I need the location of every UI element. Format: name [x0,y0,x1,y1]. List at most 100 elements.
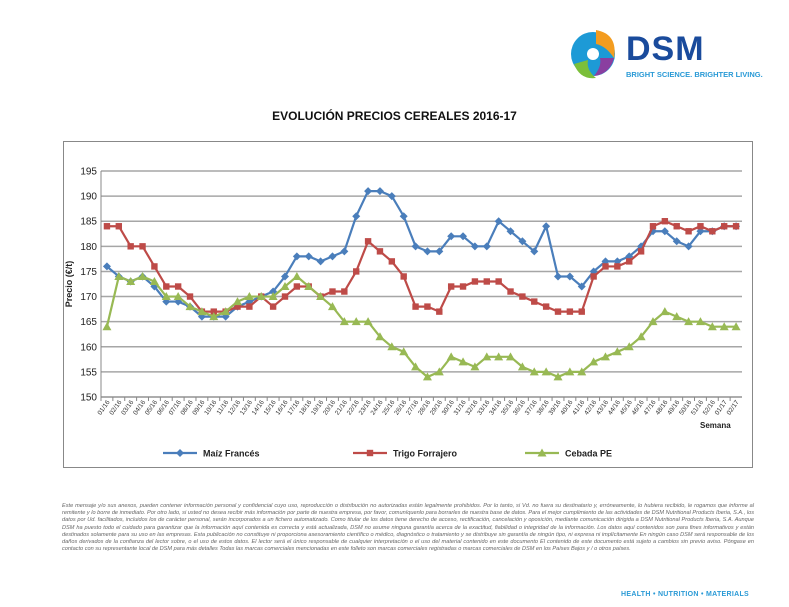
data-point-diamond [304,252,313,261]
data-point-triangle [695,317,705,326]
data-point-diamond [364,187,373,196]
data-point-triangle [537,448,547,457]
series-line-cebada-pe [105,274,737,379]
data-point-square [186,293,194,300]
data-point-diamond [684,242,693,251]
data-point-diamond [565,272,574,281]
data-point-diamond [423,247,432,256]
data-point-diamond [554,272,563,281]
data-point-diamond [399,212,408,221]
data-point-triangle [339,317,349,326]
data-point-triangle [553,372,563,381]
line-chart: 15015516016517017518018519019501/1602/16… [64,167,742,459]
data-point-square [661,218,669,225]
data-point-diamond [648,227,657,236]
data-point-triangle [494,352,504,361]
data-point-square [293,283,301,290]
data-point-triangle [280,282,290,291]
data-point-triangle [114,271,124,280]
data-point-triangle [375,332,385,341]
dsm-logo: DSM BRIGHT SCIENCE. BRIGHTER LIVING. [566,24,763,84]
data-point-square [246,303,253,310]
data-point-square [519,293,526,300]
chart-title: EVOLUCIÓN PRECIOS CEREALES 2016-17 [272,109,517,123]
data-point-square [614,263,621,270]
data-point-triangle [221,307,231,316]
footer-slogan: HEALTH • NUTRITION • MATERIALS [621,591,749,598]
data-point-square [127,243,134,250]
data-point-square [531,298,538,305]
y-axis-label: Precio (€/t) [64,261,74,308]
legend-label-trigo-forrajero: Trigo Forrajero [393,449,458,459]
data-point-square [400,273,407,280]
data-point-square [732,223,740,230]
data-point-square [412,303,419,310]
data-point-triangle [482,352,492,361]
data-point-triangle [636,332,646,341]
data-point-triangle [209,312,219,321]
data-point-square [649,223,657,230]
data-point-square [720,223,728,230]
data-point-triangle [600,352,610,361]
data-point-diamond [292,252,301,261]
chart-frame [63,141,753,468]
data-point-diamond [482,242,491,251]
data-point-triangle [102,322,112,331]
data-point-diamond [518,237,527,246]
data-point-triangle [470,362,480,371]
data-point-square [341,288,348,295]
y-tick-label: 150 [80,393,97,404]
data-point-square [483,278,490,285]
data-point-square [174,283,182,290]
data-point-triangle [363,317,373,326]
data-point-diamond [506,227,515,236]
data-point-diamond [660,227,669,236]
data-point-triangle [149,276,159,285]
data-point-triangle [684,317,694,326]
data-point-triangle [719,322,729,331]
data-point-triangle [173,292,183,301]
y-tick-label: 170 [80,292,97,303]
data-point-triangle [422,372,432,381]
data-point-triangle [458,357,468,366]
y-tick-label: 185 [80,217,97,228]
y-tick-label: 175 [80,267,97,278]
data-point-diamond [280,272,289,281]
data-point-diamond [162,297,171,306]
data-point-square [436,308,443,315]
data-point-square [685,228,692,235]
data-point-triangle [399,347,409,356]
y-tick-label: 190 [80,192,97,203]
data-point-square [507,288,514,295]
data-point-diamond [387,192,396,201]
data-point-square [542,303,550,310]
series-line-trigo-forrajero [106,220,737,314]
data-point-square [388,258,396,265]
data-point-diamond [174,297,183,306]
dsm-swirl-icon [571,30,615,79]
data-point-triangle [126,276,136,285]
data-point-triangle [529,367,539,376]
data-point-diamond [340,247,349,256]
data-point-diamond [375,187,384,196]
data-point-triangle [197,307,207,316]
data-point-diamond [589,267,598,276]
data-point-triangle [292,271,302,280]
data-point-square [495,278,502,285]
data-point-square [281,293,289,300]
data-point-square [673,223,680,230]
data-point-triangle [138,271,148,280]
data-point-square [151,263,158,270]
data-point-triangle [434,367,444,376]
data-point-square [210,308,217,315]
data-point-diamond [672,237,681,246]
data-point-square [697,223,704,230]
data-point-diamond [316,257,325,266]
data-point-triangle [411,362,421,371]
data-point-square [447,283,455,290]
data-point-triangle [672,312,682,321]
data-point-triangle [624,342,634,351]
data-point-diamond [470,242,479,251]
data-point-diamond [352,212,361,221]
data-point-square [329,288,336,295]
